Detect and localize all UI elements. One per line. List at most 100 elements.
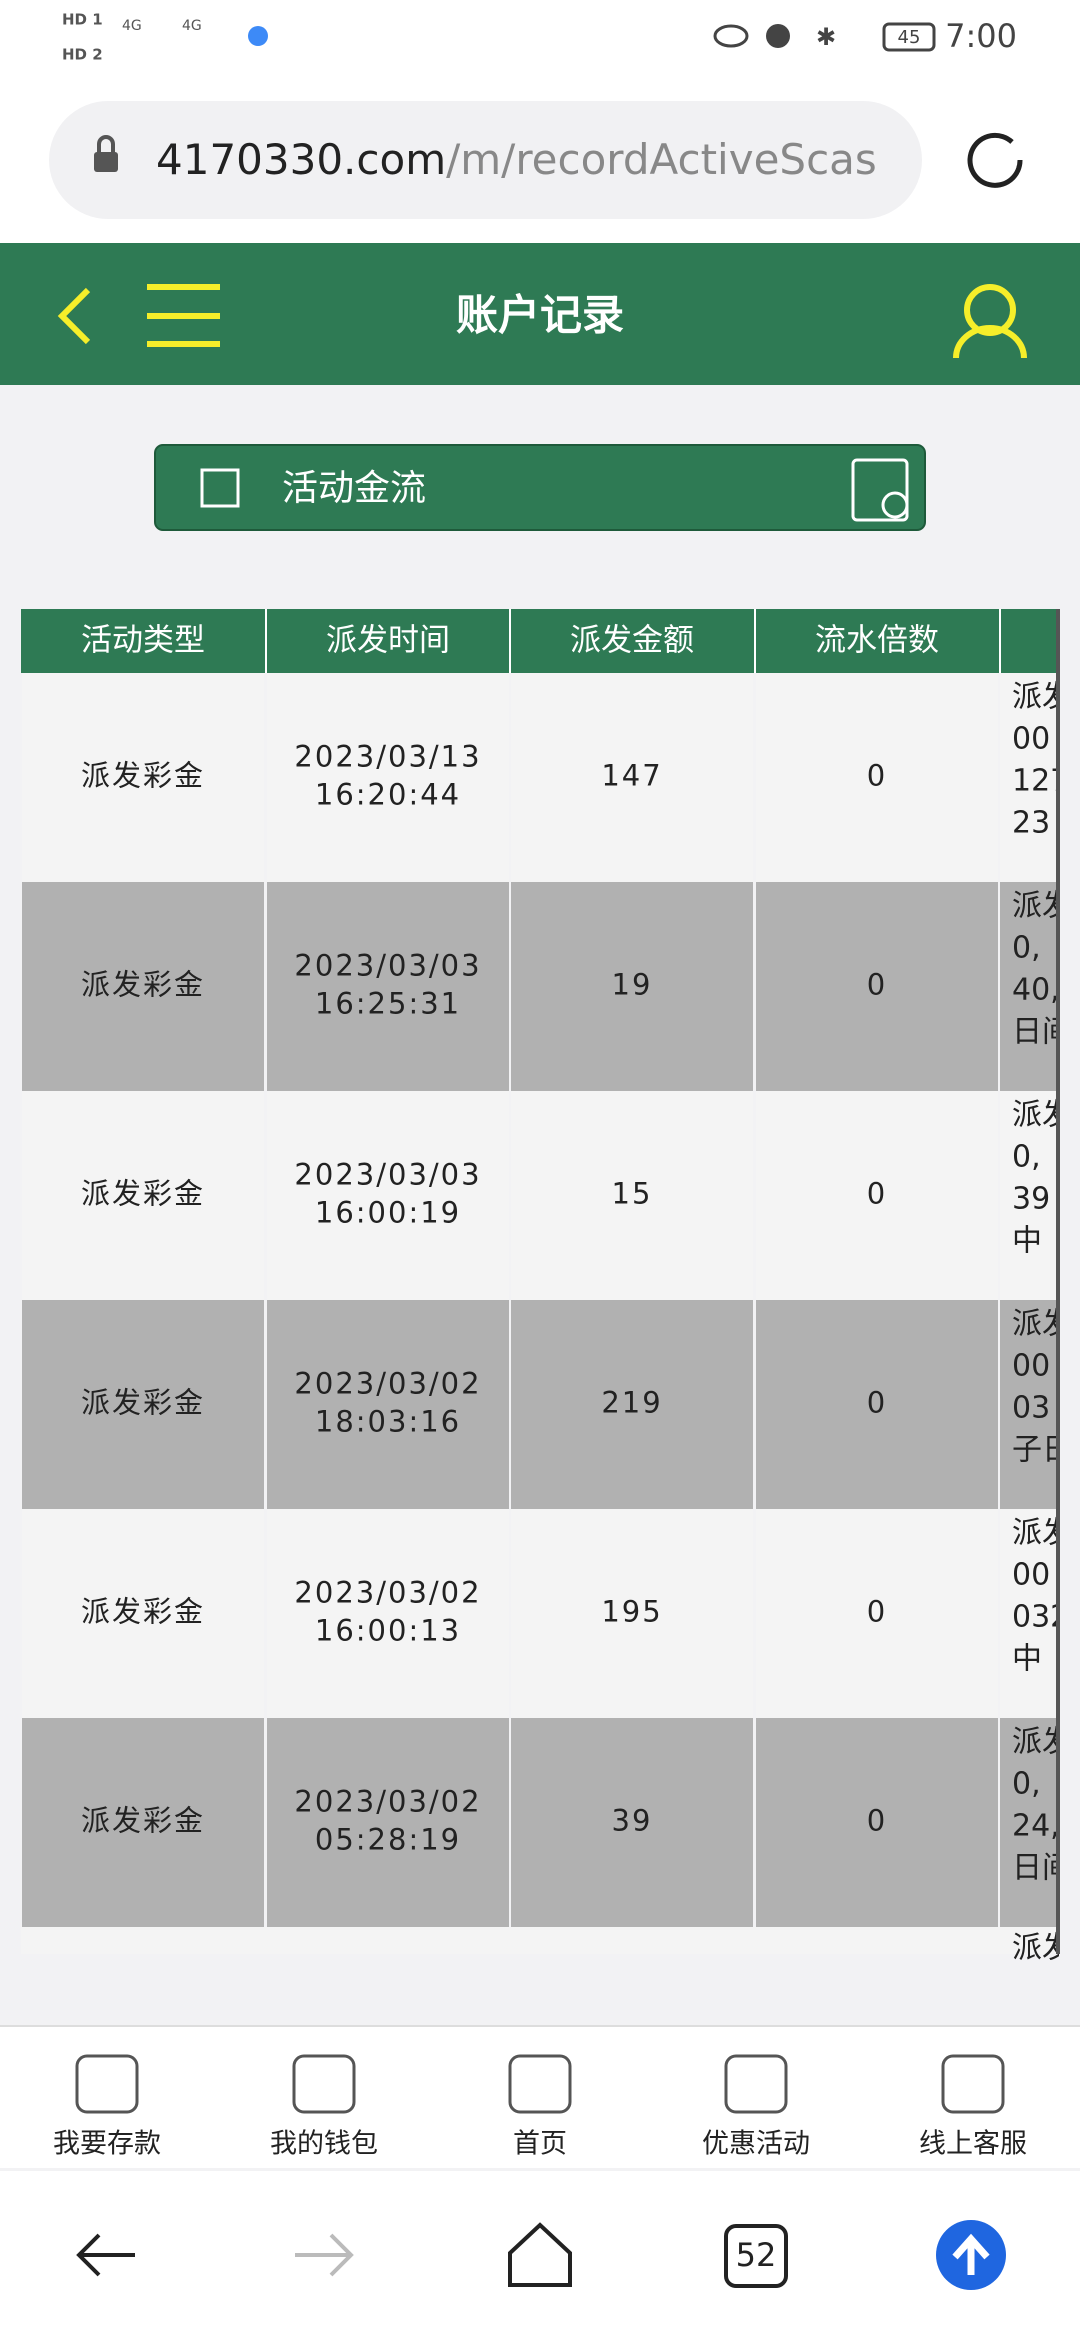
refresh-button[interactable] (967, 132, 1023, 188)
cell-text: 23 (1012, 806, 1050, 841)
cell-text: 16:00:13 (315, 1614, 461, 1648)
cell-text: 派发彩金 (81, 759, 205, 793)
cell-text: 派发彩金 (81, 968, 205, 1002)
table-header (21, 609, 1059, 673)
table-cell (22, 1300, 264, 1509)
partial-row (21, 1927, 1059, 1954)
cell-text: 00 (1012, 1349, 1050, 1384)
forward-nav[interactable] (295, 2233, 354, 2277)
cell-text: 派发 (1012, 1516, 1072, 1551)
tabs-button[interactable] (724, 2224, 788, 2288)
table-cell (267, 673, 509, 882)
section-title: 活动金流 (282, 468, 426, 509)
cell-text: 派发 (1012, 1931, 1072, 1966)
cell-text: 219 (601, 1386, 662, 1420)
table-cell (22, 1509, 264, 1718)
nav-icon[interactable] (941, 2054, 1005, 2114)
table-cell (511, 882, 753, 1091)
scroll-edge (1056, 609, 1060, 1954)
lock-icon (94, 152, 118, 172)
cell-text: 派发 (1012, 1725, 1072, 1760)
cell-text: 中 (1012, 1642, 1042, 1677)
cell-text: 2023/03/13 (294, 740, 481, 774)
table-cell (22, 882, 264, 1091)
cell-text: 2023/03/02 (294, 1785, 481, 1819)
cell-text: 2023/03/03 (294, 1158, 481, 1192)
table-cell (267, 1091, 509, 1300)
search-doc-icon (851, 458, 909, 522)
table-cell (267, 1718, 509, 1927)
table-cell (511, 1718, 753, 1927)
cell-text: 03 (1012, 1391, 1050, 1426)
eye-icon (713, 24, 749, 48)
cell-text: 派发彩金 (81, 1595, 205, 1629)
cell-text: 派发彩金 (81, 1386, 205, 1420)
url-path: /m/recordActiveScas (446, 135, 877, 184)
nav-label[interactable]: 首页 (513, 2129, 567, 2160)
sim1: HD 1 (62, 11, 103, 29)
nav-label[interactable]: 我要存款 (53, 2129, 161, 2160)
cell-text: 127 (1012, 764, 1069, 799)
cell-text: 派发 (1012, 680, 1072, 715)
cell-text: 0, (1012, 1767, 1041, 1802)
table-cell (1000, 1091, 1059, 1300)
user-button[interactable] (953, 284, 1027, 359)
table-cell (756, 1718, 998, 1927)
cell-text: 0, (1012, 1140, 1041, 1175)
nav-label[interactable]: 优惠活动 (702, 2129, 810, 2160)
nav-icon[interactable] (292, 2054, 356, 2114)
cell-text: 195 (601, 1595, 662, 1629)
url[interactable]: 4170330.com/m/recordActiveScas (156, 135, 877, 184)
cell-text: 40, (1012, 973, 1060, 1008)
column-header: 派发金额 (570, 623, 694, 659)
column-header: 活动类型 (81, 623, 205, 659)
table-cell (1000, 1300, 1059, 1509)
time: 7:00 (945, 17, 1017, 55)
section-button[interactable] (154, 444, 926, 531)
table-cell (22, 1718, 264, 1927)
alarm-icon (766, 24, 790, 48)
nav-icon[interactable] (75, 2054, 139, 2114)
cell-text: 0 (867, 1595, 887, 1629)
cell-text: 0 (867, 1386, 887, 1420)
cell-text: 派发 (1012, 889, 1072, 924)
nav-icon[interactable] (724, 2054, 788, 2114)
table-cell (267, 1300, 509, 1509)
cell-text: 15 (612, 1177, 653, 1211)
cell-text: 16:25:31 (315, 987, 461, 1021)
table-cell (511, 1300, 753, 1509)
battery-level: 45 (898, 27, 921, 48)
cell-text: 24, (1012, 1809, 1060, 1844)
system-nav (0, 2171, 1080, 2340)
exchange-icon (200, 468, 240, 508)
back-nav[interactable] (76, 2233, 135, 2277)
cell-text: 00 (1012, 722, 1050, 757)
header-title: 账户记录 (456, 291, 624, 340)
cell-text: 0 (867, 759, 887, 793)
cell-text: 2023/03/03 (294, 949, 481, 983)
table-cell (1000, 1509, 1059, 1718)
bottom-nav (0, 2026, 1080, 2168)
battery-icon (882, 22, 936, 52)
home-nav[interactable] (508, 2222, 572, 2287)
table-cell (1000, 1718, 1059, 1927)
cell-text: 05:28:19 (315, 1823, 461, 1857)
table-cell (267, 882, 509, 1091)
cell-text: 中 (1012, 1224, 1042, 1259)
shield-icon (248, 26, 268, 46)
tab-count: 52 (736, 2236, 777, 2274)
cell-text: 0 (867, 1177, 887, 1211)
menu-button[interactable] (147, 284, 220, 347)
url-bar[interactable] (49, 101, 922, 219)
cell-text: 0, (1012, 931, 1041, 966)
table-cell (511, 1509, 753, 1718)
cell-text: 2023/03/02 (294, 1367, 481, 1401)
back-button[interactable] (57, 287, 91, 345)
nav-label[interactable]: 线上客服 (919, 2129, 1027, 2160)
nav-label[interactable]: 我的钱包 (270, 2129, 378, 2160)
table-cell (22, 673, 264, 882)
nav-icon[interactable] (508, 2054, 572, 2114)
cell-text: 2023/03/02 (294, 1576, 481, 1610)
cell-text: 派发 (1012, 1098, 1072, 1133)
